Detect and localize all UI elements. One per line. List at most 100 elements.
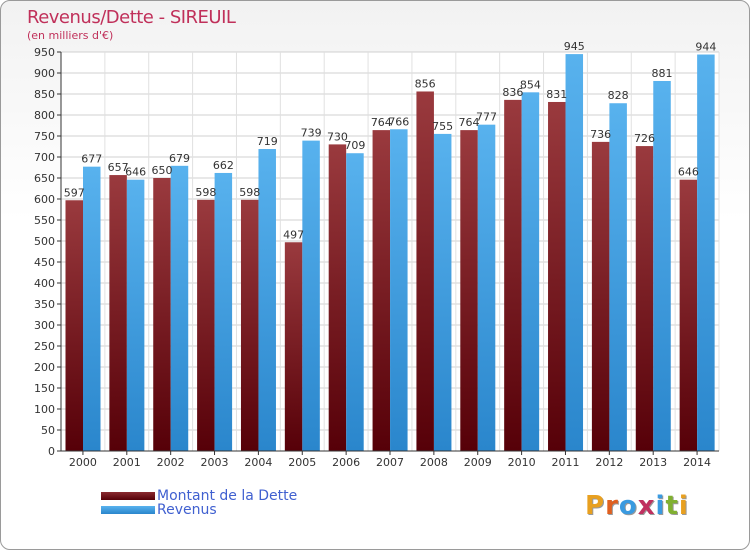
bar-revenus bbox=[697, 54, 715, 452]
y-tick-label: 750 bbox=[34, 130, 55, 143]
data-label: 945 bbox=[564, 40, 585, 53]
y-tick-label: 550 bbox=[34, 214, 55, 227]
bar-revenus bbox=[565, 54, 584, 451]
data-label: 650 bbox=[151, 164, 172, 177]
bar-revenus bbox=[302, 140, 320, 451]
bar-revenus bbox=[258, 149, 276, 451]
data-label: 730 bbox=[327, 130, 348, 143]
data-label: 657 bbox=[108, 161, 129, 174]
x-tick-label: 2006 bbox=[332, 456, 360, 469]
x-tick-label: 2011 bbox=[551, 456, 579, 469]
y-tick-label: 400 bbox=[34, 277, 55, 290]
bar-revenus bbox=[390, 129, 408, 451]
y-tick-label: 700 bbox=[34, 151, 55, 164]
x-tick-label: 2012 bbox=[595, 456, 623, 469]
data-label: 766 bbox=[388, 115, 409, 128]
bar-revenus bbox=[346, 153, 364, 451]
legend-item-debt: Montant de la Dette bbox=[101, 489, 297, 503]
data-label: 777 bbox=[476, 111, 497, 124]
x-tick-label: 2002 bbox=[157, 456, 185, 469]
y-tick-label: 50 bbox=[41, 424, 55, 437]
y-tick-label: 900 bbox=[34, 67, 55, 80]
bar-revenus bbox=[214, 172, 233, 451]
x-tick-label: 2007 bbox=[376, 456, 404, 469]
bar-revenus bbox=[521, 92, 540, 451]
bar-revenus bbox=[83, 166, 101, 451]
bar-dette bbox=[328, 144, 347, 451]
data-label: 881 bbox=[652, 67, 673, 80]
x-tick-label: 2008 bbox=[420, 456, 448, 469]
data-label: 764 bbox=[371, 116, 392, 129]
data-label: 662 bbox=[213, 159, 234, 172]
data-label: 719 bbox=[257, 135, 278, 148]
y-tick-label: 850 bbox=[34, 88, 55, 101]
x-tick-label: 2001 bbox=[113, 456, 141, 469]
bar-dette bbox=[65, 200, 83, 451]
legend-label-revenus: Revenus bbox=[157, 502, 217, 518]
chart-subtitle: (en milliers d'€) bbox=[27, 29, 114, 42]
data-label: 598 bbox=[239, 186, 260, 199]
bar-dette bbox=[284, 242, 303, 451]
y-tick-label: 450 bbox=[34, 256, 55, 269]
legend-swatch-revenus bbox=[101, 506, 155, 514]
x-tick-label: 2005 bbox=[288, 456, 316, 469]
y-tick-label: 100 bbox=[34, 403, 55, 416]
x-tick-label: 2009 bbox=[464, 456, 492, 469]
legend-swatch-debt bbox=[101, 492, 155, 500]
data-label: 856 bbox=[415, 77, 436, 90]
data-label: 854 bbox=[520, 78, 541, 91]
y-tick-label: 350 bbox=[34, 298, 55, 311]
data-label: 646 bbox=[125, 166, 146, 179]
x-tick-label: 2004 bbox=[244, 456, 272, 469]
bar-dette bbox=[109, 175, 127, 451]
data-label: 679 bbox=[169, 152, 190, 165]
y-tick-label: 500 bbox=[34, 235, 55, 248]
y-tick-label: 650 bbox=[34, 172, 55, 185]
chart-legend: Montant de la Dette Revenus bbox=[101, 489, 297, 517]
bar-dette bbox=[679, 179, 698, 451]
bar-revenus bbox=[477, 124, 496, 451]
bar-dette bbox=[240, 199, 259, 451]
data-label: 709 bbox=[344, 139, 365, 152]
y-tick-label: 150 bbox=[34, 382, 55, 395]
bar-dette bbox=[460, 130, 478, 451]
data-label: 944 bbox=[695, 41, 716, 54]
bar-revenus bbox=[653, 80, 671, 451]
bar-dette bbox=[591, 141, 610, 451]
bar-dette bbox=[635, 146, 654, 451]
y-tick-label: 600 bbox=[34, 193, 55, 206]
bar-revenus bbox=[609, 103, 627, 452]
proxiti-logo: Proxiti bbox=[585, 491, 689, 521]
data-label: 831 bbox=[546, 88, 567, 101]
y-tick-label: 200 bbox=[34, 361, 55, 374]
data-label: 598 bbox=[195, 186, 216, 199]
bar-dette bbox=[372, 130, 391, 451]
bar-dette bbox=[197, 199, 215, 451]
data-label: 726 bbox=[634, 132, 655, 145]
bar-dette bbox=[416, 91, 434, 451]
data-label: 828 bbox=[608, 89, 629, 102]
chart-title: Revenus/Dette - SIREUIL bbox=[27, 7, 236, 28]
x-tick-label: 2003 bbox=[201, 456, 229, 469]
data-label: 739 bbox=[301, 127, 322, 140]
data-label: 677 bbox=[81, 153, 102, 166]
data-label: 646 bbox=[678, 166, 699, 179]
legend-label-debt: Montant de la Dette bbox=[157, 488, 298, 504]
bar-revenus bbox=[126, 179, 145, 451]
bar-revenus bbox=[170, 165, 189, 451]
y-tick-label: 800 bbox=[34, 109, 55, 122]
data-label: 597 bbox=[64, 186, 85, 199]
data-label: 764 bbox=[459, 116, 480, 129]
data-label: 736 bbox=[590, 128, 611, 141]
y-tick-label: 0 bbox=[48, 445, 55, 458]
data-label: 836 bbox=[502, 86, 523, 99]
data-label: 497 bbox=[283, 228, 304, 241]
legend-item-revenus: Revenus bbox=[101, 503, 297, 517]
x-tick-label: 2010 bbox=[508, 456, 536, 469]
y-tick-label: 950 bbox=[34, 46, 55, 59]
x-tick-label: 2000 bbox=[69, 456, 97, 469]
y-tick-label: 300 bbox=[34, 319, 55, 332]
x-tick-label: 2013 bbox=[639, 456, 667, 469]
